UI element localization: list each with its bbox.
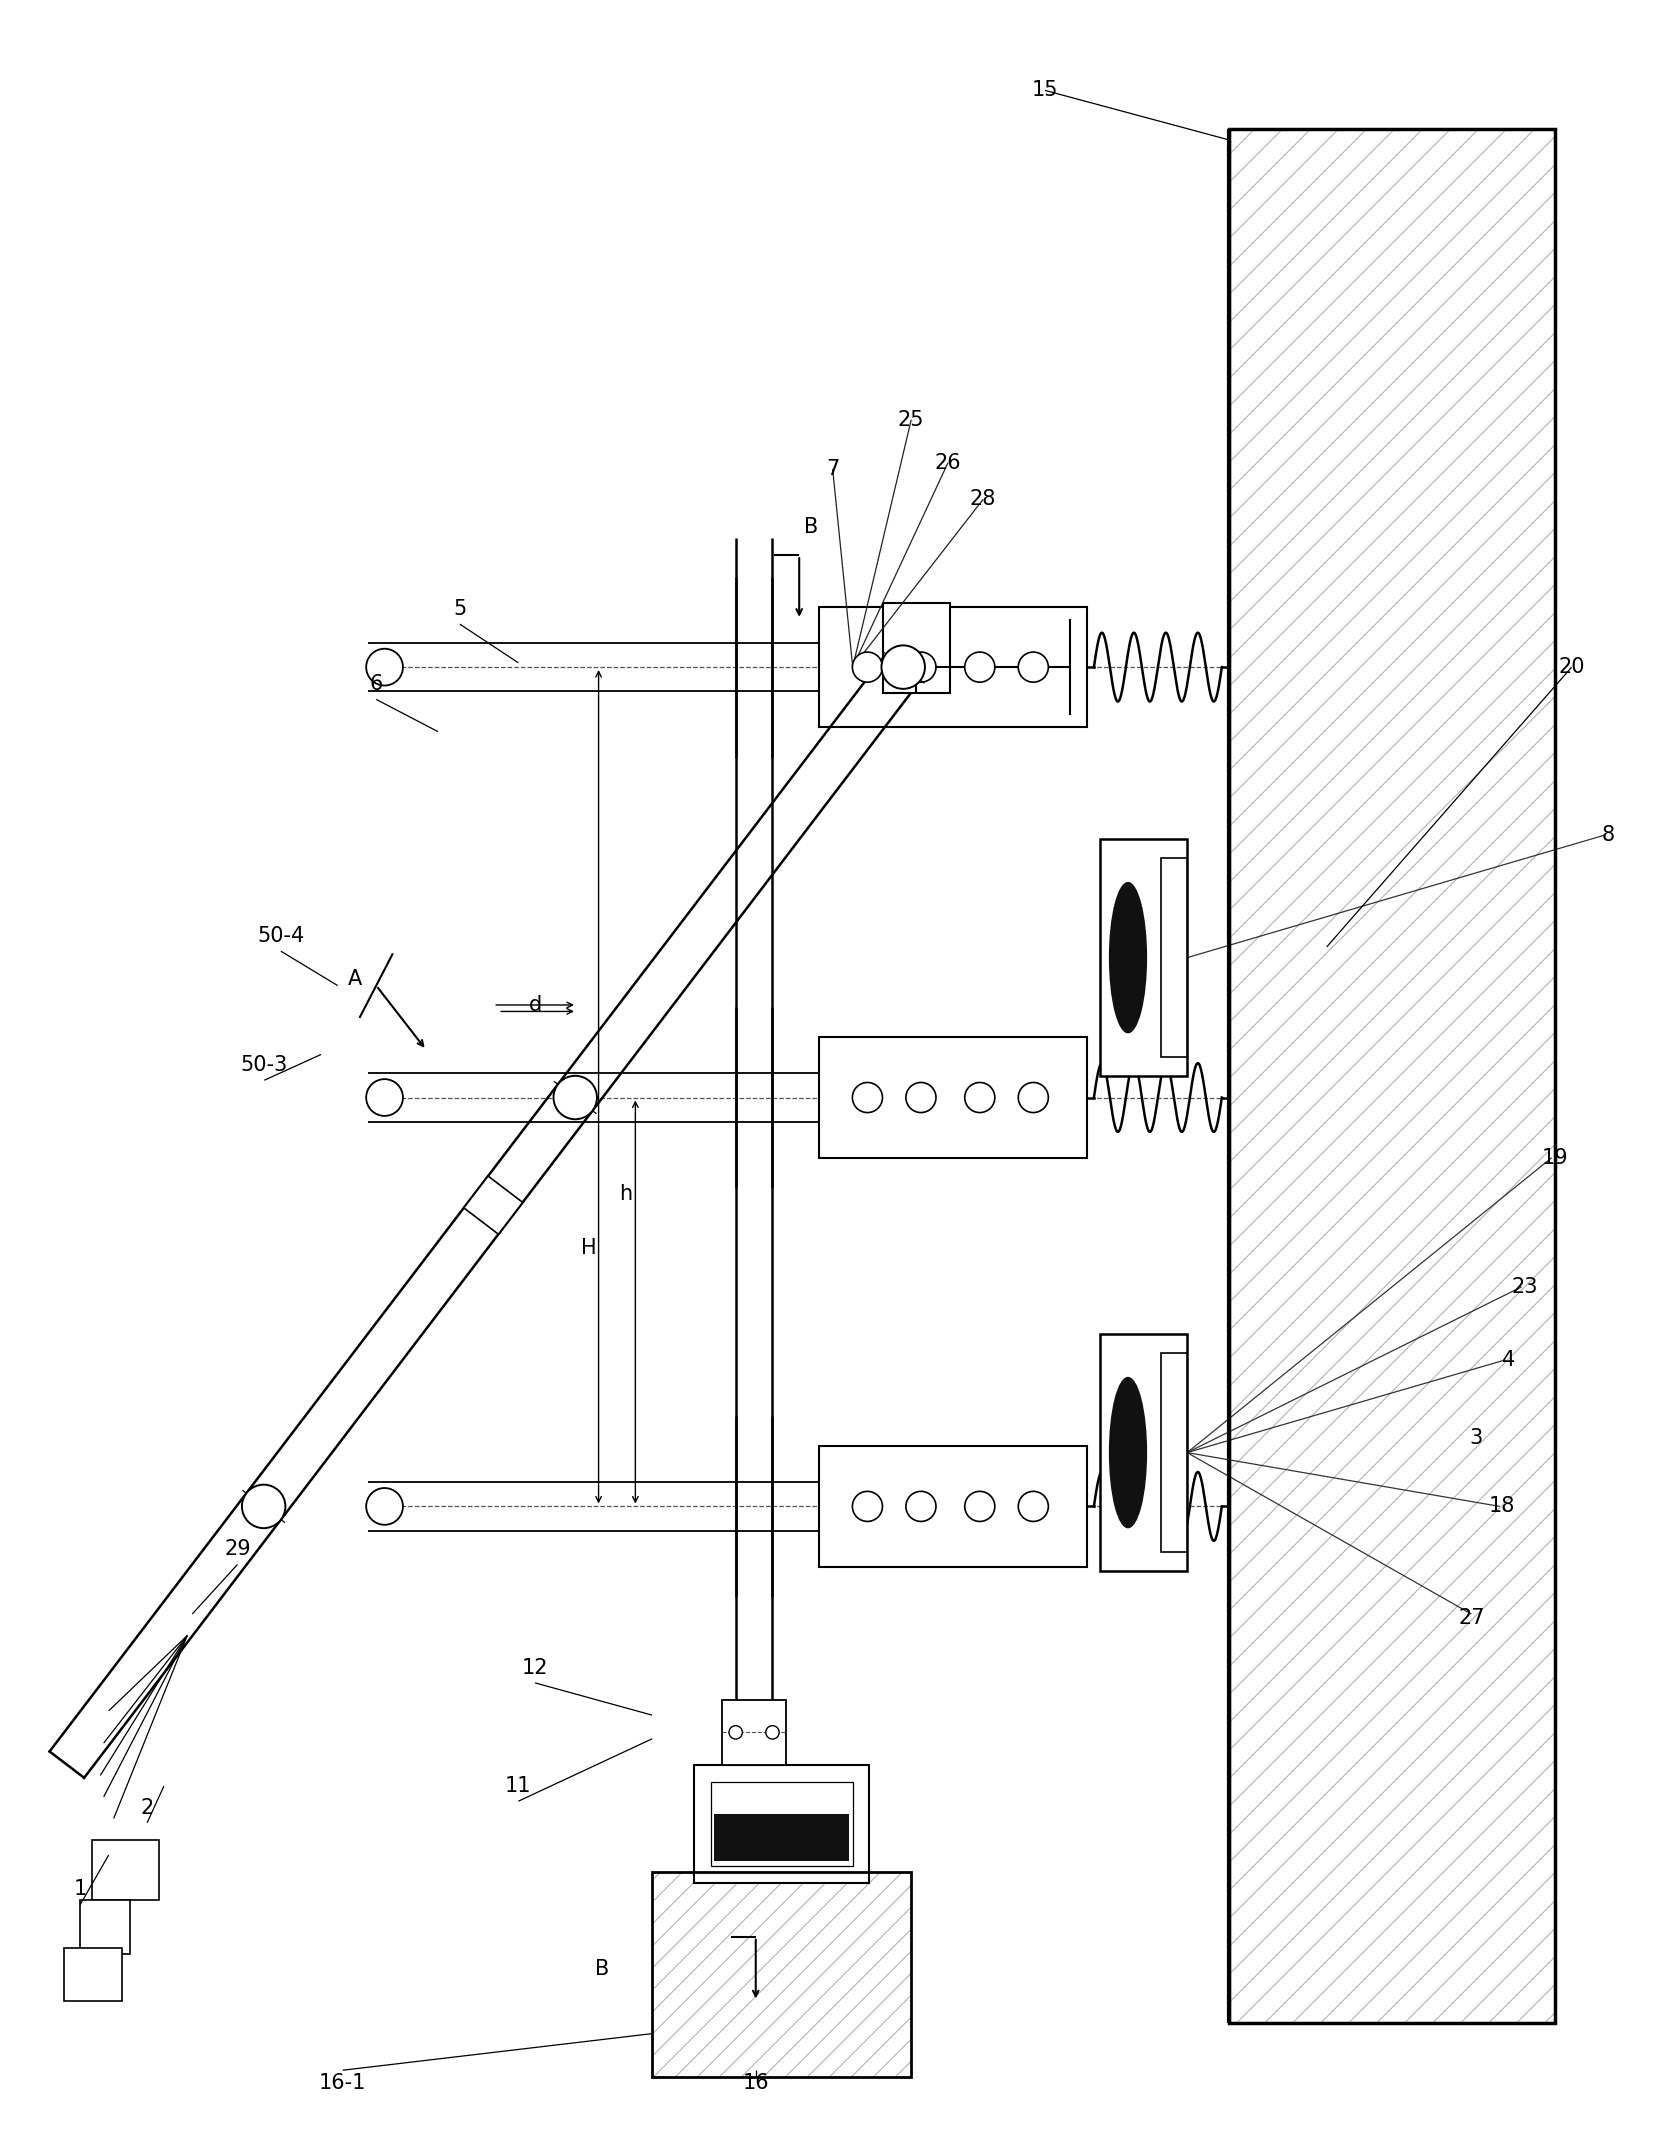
Bar — [694, 1765, 869, 1883]
Text: B: B — [804, 516, 818, 538]
Circle shape — [853, 1082, 883, 1113]
Text: 3: 3 — [1470, 1427, 1483, 1448]
Text: h: h — [619, 1184, 632, 1205]
Text: 27: 27 — [1458, 1608, 1485, 1629]
Bar — [92, 1840, 159, 1900]
Bar — [1229, 129, 1555, 2023]
Circle shape — [729, 1726, 742, 1739]
Circle shape — [965, 1082, 995, 1113]
Text: H: H — [580, 1237, 597, 1259]
Text: 16: 16 — [742, 2072, 769, 2094]
Text: 8: 8 — [1602, 824, 1615, 846]
Circle shape — [242, 1485, 286, 1528]
Text: 50-3: 50-3 — [241, 1054, 288, 1076]
Bar — [652, 1872, 911, 2077]
Text: 6: 6 — [370, 674, 383, 695]
Circle shape — [881, 646, 925, 689]
Bar — [714, 1814, 849, 1861]
Bar — [1229, 129, 1555, 2023]
Polygon shape — [50, 633, 936, 1778]
Text: 2: 2 — [140, 1797, 154, 1818]
Text: B: B — [595, 1958, 609, 1980]
Ellipse shape — [1109, 1377, 1147, 1528]
Circle shape — [553, 1076, 597, 1119]
Text: 50-4: 50-4 — [257, 925, 304, 947]
Text: 12: 12 — [522, 1657, 548, 1679]
Bar — [883, 603, 950, 693]
Bar — [819, 1037, 1087, 1158]
Bar — [64, 1948, 122, 2001]
Bar — [652, 1872, 911, 2077]
Text: 4: 4 — [1501, 1349, 1515, 1371]
Polygon shape — [463, 1175, 523, 1235]
Circle shape — [965, 652, 995, 682]
Text: 15: 15 — [1032, 80, 1058, 101]
Circle shape — [1018, 1491, 1048, 1521]
Text: 18: 18 — [1488, 1496, 1515, 1517]
Bar — [819, 1446, 1087, 1567]
Circle shape — [906, 652, 936, 682]
Text: 7: 7 — [826, 458, 839, 480]
Bar — [80, 1900, 130, 1954]
Circle shape — [965, 1491, 995, 1521]
Text: d: d — [528, 994, 542, 1016]
Bar — [1160, 1354, 1187, 1552]
Circle shape — [1018, 652, 1048, 682]
Text: 5: 5 — [453, 598, 466, 620]
Text: 16-1: 16-1 — [319, 2072, 366, 2094]
Circle shape — [766, 1726, 779, 1739]
Circle shape — [853, 652, 883, 682]
Text: 11: 11 — [505, 1775, 532, 1797]
Circle shape — [906, 1082, 936, 1113]
Text: 25: 25 — [898, 409, 925, 430]
Circle shape — [853, 1491, 883, 1521]
Text: 29: 29 — [224, 1539, 251, 1560]
Ellipse shape — [1109, 882, 1147, 1033]
Text: 19: 19 — [1542, 1147, 1568, 1169]
Text: A: A — [348, 968, 361, 990]
Circle shape — [366, 648, 403, 686]
Bar — [722, 1700, 786, 1765]
Text: 20: 20 — [1558, 656, 1585, 678]
Text: 23: 23 — [1511, 1276, 1538, 1298]
Text: 28: 28 — [970, 489, 997, 510]
Bar — [1100, 839, 1187, 1076]
Bar — [711, 1782, 853, 1866]
Circle shape — [906, 1491, 936, 1521]
Text: 1: 1 — [74, 1879, 87, 1900]
Bar — [1100, 1334, 1187, 1571]
Bar — [819, 607, 1087, 727]
Circle shape — [366, 1078, 403, 1117]
Bar — [1160, 859, 1187, 1057]
Circle shape — [1018, 1082, 1048, 1113]
Text: 26: 26 — [935, 452, 961, 473]
Circle shape — [366, 1487, 403, 1526]
